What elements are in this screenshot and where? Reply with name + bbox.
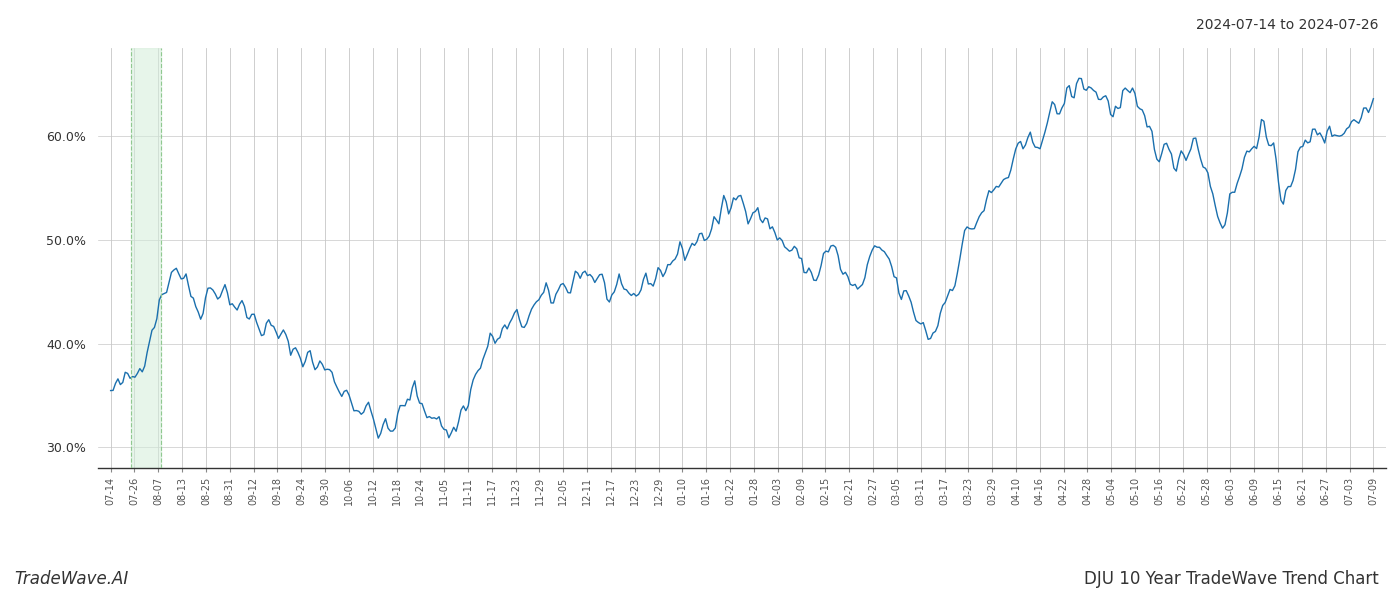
Text: TradeWave.AI: TradeWave.AI bbox=[14, 570, 129, 588]
Text: 2024-07-14 to 2024-07-26: 2024-07-14 to 2024-07-26 bbox=[1197, 18, 1379, 32]
Bar bbox=[130, 48, 161, 468]
Text: DJU 10 Year TradeWave Trend Chart: DJU 10 Year TradeWave Trend Chart bbox=[1084, 570, 1379, 588]
